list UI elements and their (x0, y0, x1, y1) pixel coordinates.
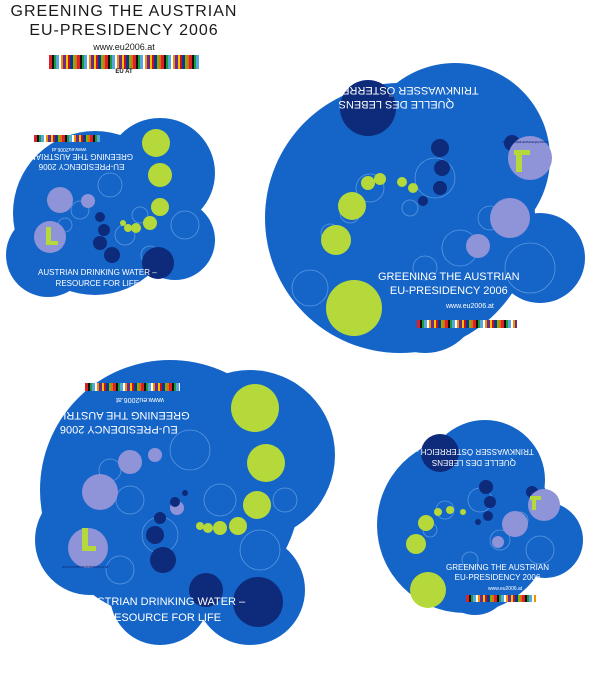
german-line2: QUELLE DES LEBENS (338, 98, 455, 110)
english-line1: AUSTRIAN DRINKING WATER – (38, 268, 157, 277)
flag-stripe-logo (49, 55, 199, 69)
url-text: www.eu2006.at (446, 303, 494, 310)
greening-text: GREENING THE AUSTRIAN EU-PRESIDENCY 2006 (378, 270, 520, 298)
greening-text-flipped: EU-PRESIDENCY 2006 GREENING THE AUSTRIAN (30, 151, 133, 171)
greening-line2: EU-PRESIDENCY 2006 (389, 285, 508, 297)
greening-line1: GREENING THE AUSTRIAN (48, 409, 190, 421)
english-slogan: AUSTRIAN DRINKING WATER – RESOURCE FOR L… (82, 594, 245, 626)
greening-text-flipped: EU-PRESIDENCY 2006 GREENING THE AUSTRIAN (48, 408, 190, 436)
header-url: www.eu2006.at (93, 42, 155, 52)
coaster-large-german-art (265, 63, 585, 353)
coaster-large-german: QUELLE DES LEBENS TRINKWASSER ÖSTERREICH… (250, 58, 590, 358)
german-line1: TRINKWASSER ÖSTERREICH – (314, 84, 479, 96)
coaster-large-english-art (35, 360, 335, 645)
german-line2: QUELLE DES LEBENS (431, 458, 516, 467)
german-slogan-flipped: QUELLE DES LEBENS TRINKWASSER ÖSTERREICH… (314, 83, 479, 111)
greening-line2: EU-PRESIDENCY 2006 (454, 573, 541, 582)
german-slogan-flipped: QUELLE DES LEBENS TRINKWASSER ÖSTERREICH… (414, 446, 534, 468)
greening-line1: GREENING THE AUSTRIAN (30, 152, 133, 161)
url-text: www.eu2006.at (488, 586, 523, 592)
coaster-large-english: www.eu2006.at EU-PRESIDENCY 2006 GREENIN… (20, 350, 350, 650)
coaster-small-english-art (6, 118, 215, 297)
greening-line2: EU-PRESIDENCY 2006 (59, 423, 178, 435)
coaster-small-english: www.eu2006.at EU-PRESIDENCY 2006 GREENIN… (0, 115, 225, 300)
english-slogan: AUSTRIAN DRINKING WATER – RESOURCE FOR L… (38, 267, 157, 289)
campaign-header: GREENING THE AUSTRIAN EU-PRESIDENCY 2006… (0, 2, 248, 75)
flag-stripe (417, 320, 517, 328)
greening-text: GREENING THE AUSTRIAN EU-PRESIDENCY 2006 (446, 563, 549, 583)
flag-stripe (466, 595, 536, 602)
english-line2: RESOURCE FOR LIFE (55, 279, 140, 288)
greening-line2: EU-PRESIDENCY 2006 (38, 162, 125, 171)
flag-stripe (85, 383, 180, 391)
greening-line1: GREENING THE AUSTRIAN (378, 271, 520, 283)
english-line2: RESOURCE FOR LIFE (106, 612, 222, 624)
badge-url-flipped: www.lebensministerium.at (502, 140, 549, 145)
coaster-small-german: QUELLE DES LEBENS TRINKWASSER ÖSTERREICH… (360, 420, 585, 615)
header-title-line2: EU-PRESIDENCY 2006 (29, 22, 219, 39)
flag-stripe (34, 135, 100, 142)
badge-url: www.lebensministerium.at (62, 564, 109, 569)
url-flipped: www.eu2006.at (116, 396, 164, 403)
english-line1: AUSTRIAN DRINKING WATER – (82, 596, 246, 608)
german-line1: TRINKWASSER ÖSTERREICH – (414, 447, 534, 456)
flag-label: EU AT (115, 69, 133, 75)
header-title-line1: GREENING THE AUSTRIAN (10, 3, 238, 20)
greening-line1: GREENING THE AUSTRIAN (446, 563, 549, 572)
